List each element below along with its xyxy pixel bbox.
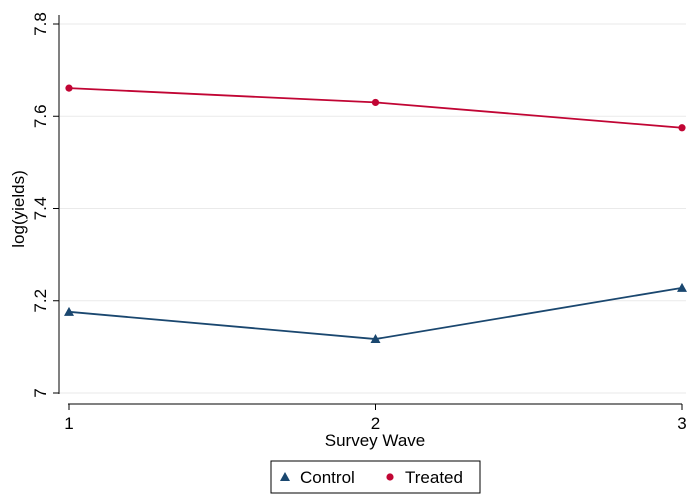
legend-marker-treated	[386, 473, 394, 481]
x-tick-label: 1	[64, 414, 73, 433]
legend-marker-control	[280, 472, 290, 481]
data-point-treated	[65, 84, 73, 92]
data-point-control	[370, 334, 381, 344]
x-tick-label: 3	[677, 414, 686, 433]
legend-box	[270, 460, 481, 494]
y-axis-title: log(yields)	[9, 170, 28, 247]
legend-label-control: Control	[300, 468, 355, 487]
x-tick-label: 2	[371, 414, 380, 433]
series-group	[64, 84, 687, 344]
y-tick-label: 7.2	[31, 289, 50, 313]
data-point-treated	[371, 98, 380, 107]
data-point-treated	[678, 124, 686, 132]
y-tick-label: 7.8	[31, 12, 50, 36]
x-axis-title: Survey Wave	[325, 431, 425, 450]
y-tick-label: 7	[31, 388, 50, 397]
legend-label-treated: Treated	[405, 468, 463, 487]
x-axis-ticks: 1 2 3	[64, 404, 687, 433]
y-tick-label: 7.4	[31, 197, 50, 221]
legend: Control Treated	[270, 460, 481, 494]
y-axis-ticks: 7 7.2 7.4 7.6 7.8	[31, 12, 59, 398]
series-line-control	[68, 286, 683, 340]
series-line-treated	[68, 87, 683, 129]
y-tick-label: 7.6	[31, 104, 50, 128]
data-point-control	[677, 282, 687, 292]
gridlines	[60, 23, 686, 394]
data-point-control	[64, 306, 74, 316]
